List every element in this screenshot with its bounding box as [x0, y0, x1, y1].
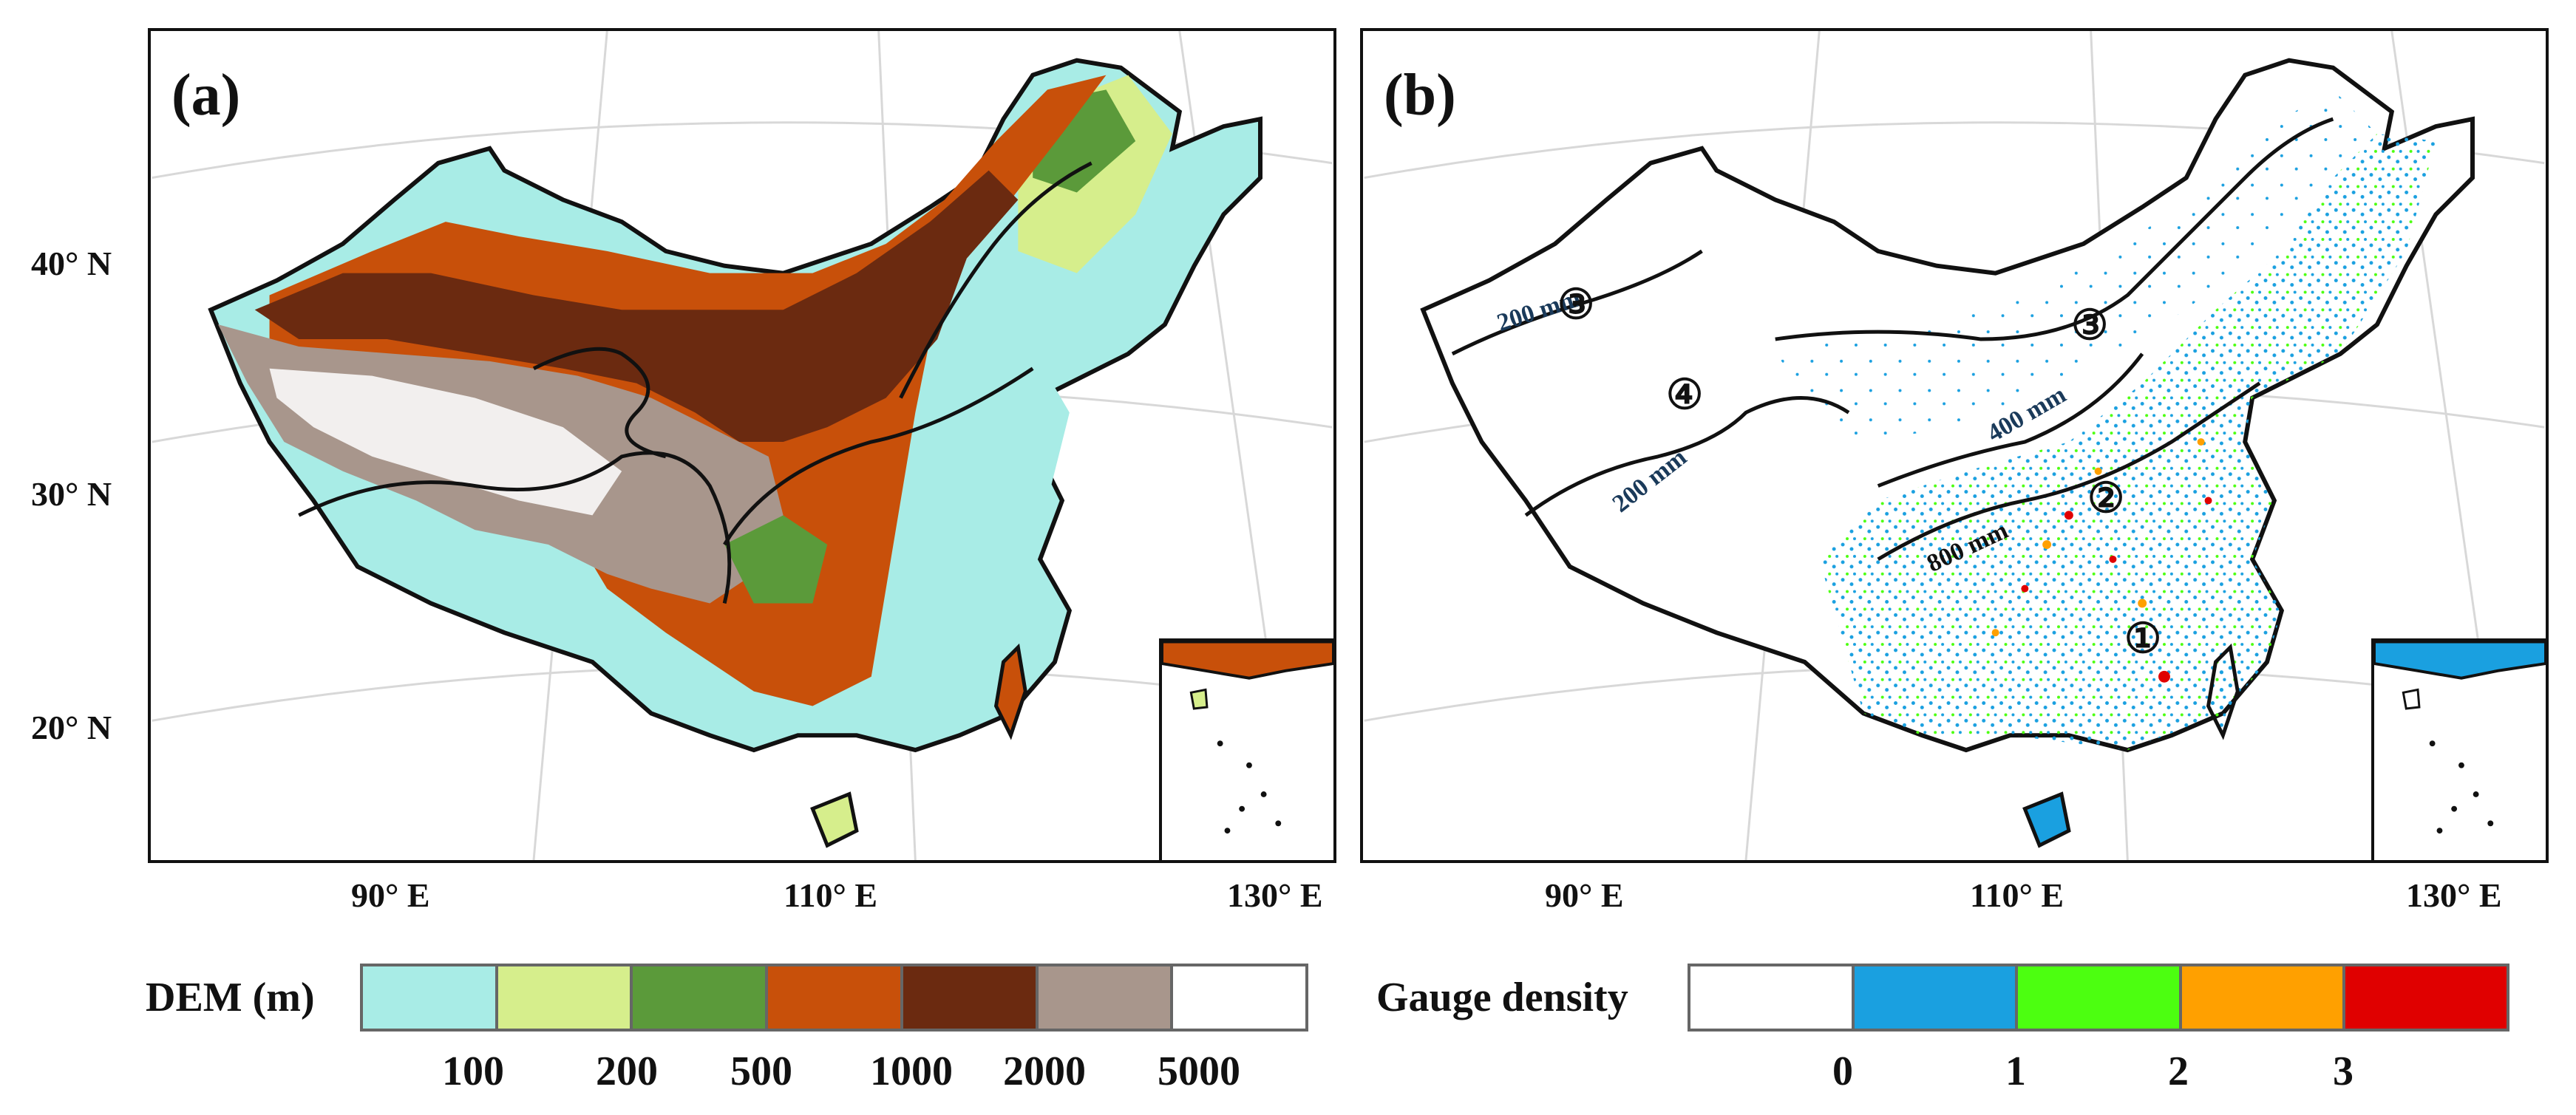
south-china-sea-inset: [1159, 638, 1333, 860]
dem-map-panel: (a): [148, 28, 1336, 863]
gauge-density-map-panel: (b) 200 mm 400 mm 200 mm 800 mm ① ② ③ ③ …: [1360, 28, 2549, 863]
hainan: [810, 791, 859, 848]
dem-swatch-4: [903, 966, 1039, 1029]
dem-tick-100: 100: [442, 1048, 504, 1094]
dem-swatch-6: [1173, 966, 1306, 1029]
gauge-swatch-0: [1690, 966, 1855, 1029]
dem-swatch-1: [497, 966, 633, 1029]
lat-label-30n: 30° N: [31, 475, 112, 513]
lat-label-40n: 40° N: [31, 245, 112, 282]
gauge-tick-1: 1: [2005, 1048, 2026, 1094]
dem-tick-500: 500: [730, 1048, 792, 1094]
panel-a-label: (a): [171, 63, 241, 128]
gauge-swatch-1: [1854, 966, 2019, 1029]
gauge-tick-0: 0: [1832, 1048, 1853, 1094]
gauge-tick-2: 2: [2168, 1048, 2189, 1094]
gauge-swatch-2: [2018, 966, 2182, 1029]
panel-b-lon-label-130e: 130° E: [2406, 876, 2502, 914]
gauge-legend-title: Gauge density: [1376, 975, 1628, 1020]
dem-tick-5000: 5000: [1158, 1048, 1240, 1094]
taiwan: [993, 643, 1027, 740]
zone-marker-4: ④: [1666, 372, 1704, 418]
zone-marker-3-east: ③: [2071, 303, 2109, 349]
dem-colorbar: [360, 964, 1308, 1032]
gauge-swatch-3: [2181, 966, 2346, 1029]
dem-tick-1000: 1000: [870, 1048, 953, 1094]
panel-a-lon-label-130e: 130° E: [1227, 876, 1323, 914]
gauge-density-colorbar: [1688, 964, 2509, 1032]
dem-2000-5000: [254, 170, 1019, 443]
dem-snow: [269, 368, 622, 516]
zone-marker-2: ②: [2087, 476, 2125, 522]
high-density-spots: [2021, 497, 2212, 683]
dense-gauge-region: [1819, 134, 2436, 751]
sparse-gauge-region: [1775, 89, 2377, 443]
dem-tick-200: 200: [596, 1048, 658, 1094]
south-china-sea-inset: [2371, 638, 2546, 860]
dem-swatch-2: [633, 966, 769, 1029]
panel-b-lon-label-90e: 90° E: [1545, 876, 1624, 914]
inset-map: [2374, 641, 2546, 834]
dem-swatch-3: [768, 966, 903, 1029]
inset-map: [1162, 641, 1333, 834]
taiwan: [2206, 643, 2240, 740]
lat-label-20n: 20° N: [31, 709, 112, 746]
gauge-swatch-4: [2345, 966, 2507, 1029]
panel-a-lon-label-110e: 110° E: [784, 876, 878, 914]
panel-b-lon-label-110e: 110° E: [1970, 876, 2064, 914]
hainan: [2022, 791, 2071, 848]
dem-map: [152, 31, 1333, 860]
zone-marker-3-west: ③: [1557, 282, 1595, 328]
dem-swatch-0: [363, 966, 498, 1029]
dem-swatch-5: [1038, 966, 1174, 1029]
isohyet-lines: [1451, 117, 2334, 562]
zone-marker-1: ①: [2124, 616, 2162, 662]
panel-a-lon-label-90e: 90° E: [351, 876, 430, 914]
dem-lowland-east: [922, 324, 1070, 501]
panel-b-label: (b): [1384, 63, 1456, 128]
region-boundaries: [298, 161, 1092, 604]
gauge-map: [1364, 31, 2545, 860]
medium-density-spots: [1991, 438, 2205, 637]
dem-legend-title: DEM (m): [146, 975, 315, 1020]
dem-tick-2000: 2000: [1003, 1048, 1086, 1094]
dem-sichuan-basin: [724, 515, 828, 604]
gauge-tick-3: 3: [2333, 1048, 2354, 1094]
